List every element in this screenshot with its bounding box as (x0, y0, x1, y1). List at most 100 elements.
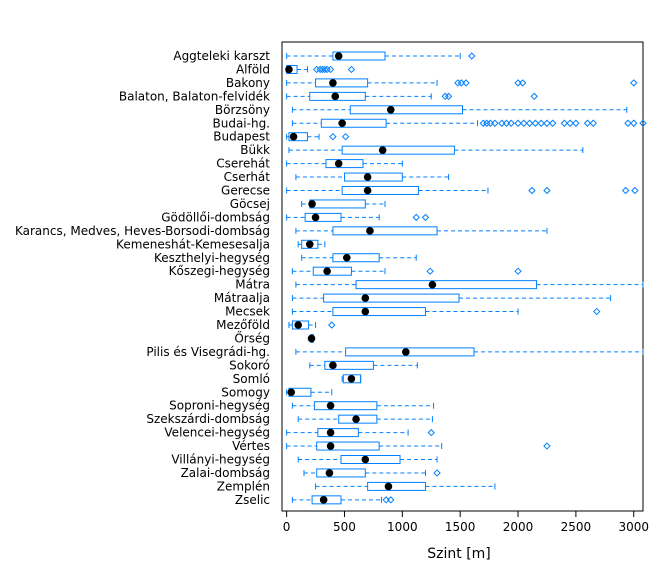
outlier-point (630, 79, 638, 87)
median-dot (305, 240, 314, 249)
iqr-box (301, 239, 319, 249)
category-label: Bakony (226, 76, 270, 90)
box-row: Somogy (221, 385, 333, 399)
outlier-point (421, 213, 430, 222)
category-label: Budapest (213, 130, 270, 144)
x-tick-label: 2500 (561, 520, 592, 534)
box-row: Cserhát (224, 170, 450, 184)
outlier-point (412, 213, 420, 222)
outlier-point (639, 119, 647, 127)
median-dot (326, 401, 335, 410)
iqr-box (324, 360, 374, 370)
box-row: Mátra (235, 278, 644, 292)
outlier-point (427, 428, 435, 437)
category-label: Soproni-hegység (169, 399, 270, 413)
median-dot (329, 361, 337, 370)
median-dot (363, 173, 372, 181)
box-row: Somló (233, 372, 362, 386)
category-label: Somogy (221, 385, 270, 399)
outlier-point (560, 119, 569, 127)
median-dot (325, 469, 334, 477)
outlier-point (321, 65, 329, 74)
iqr-box (340, 455, 401, 464)
outlier-point (329, 132, 337, 141)
category-label: Mátraalja (214, 291, 270, 305)
median-dot (384, 482, 393, 491)
outlier-point (593, 307, 601, 316)
median-dot (347, 375, 356, 383)
iqr-box (317, 428, 359, 438)
box-row: Aggteleki karszt (173, 49, 476, 63)
category-label: Mecsek (225, 305, 270, 319)
category-label: Cserhát (224, 170, 271, 184)
category-label: Velencei-hegység (164, 426, 270, 440)
outlier-point (518, 79, 527, 87)
x-tick-label: 3000 (618, 520, 649, 534)
outlier-point (530, 92, 538, 101)
box-row: Zalai-dombság (181, 466, 441, 480)
outlier-point (543, 442, 551, 450)
median-dot (402, 348, 410, 356)
iqr-box (311, 495, 342, 505)
median-dot (289, 132, 298, 141)
outlier-point (387, 496, 395, 504)
outlier-point (347, 65, 356, 74)
category-label: Vértes (232, 439, 270, 453)
box-row: Göcsej (230, 197, 386, 211)
median-dot (342, 253, 351, 262)
median-dot (331, 92, 340, 101)
iqr-box (341, 186, 420, 195)
iqr-box (342, 374, 362, 384)
outlier-point (328, 321, 336, 329)
iqr-box (313, 401, 378, 411)
category-label: Kőszegi-hegység (169, 264, 270, 278)
iqr-box (332, 253, 380, 263)
median-dot (361, 307, 370, 316)
median-dot (287, 388, 296, 397)
x-tick-label: 500 (333, 520, 356, 534)
iqr-box (332, 226, 438, 236)
category-label: Gerecse (221, 184, 270, 198)
median-dot (334, 159, 343, 168)
box-row: Villányi-hegység (171, 453, 438, 467)
median-dot (352, 415, 360, 423)
box-row: Cserehát (216, 157, 403, 171)
median-dot (307, 334, 316, 343)
category-label: Gödöllői-dombság (161, 210, 270, 224)
median-dot (329, 79, 337, 87)
box-row: Keszthelyi-hegység (154, 251, 417, 265)
category-label: Sokoró (229, 358, 270, 372)
median-dot (363, 186, 372, 195)
median-dot (311, 213, 320, 222)
iqr-box (288, 132, 308, 142)
outlier-point (468, 52, 476, 60)
iqr-box (355, 280, 538, 290)
box-row: Börzsöny (215, 103, 628, 117)
category-label: Zemplén (217, 479, 270, 493)
outlier-point (426, 267, 434, 275)
outlier-point (525, 119, 534, 127)
median-dot (334, 52, 343, 60)
iqr-box (316, 441, 380, 451)
category-label: Pilis és Visegrádi-hg. (146, 345, 270, 359)
category-label: Börzsöny (215, 103, 270, 117)
box-row: Sokoró (229, 358, 418, 372)
category-label: Budai-hg. (212, 116, 270, 130)
box-row: Velencei-hegység (164, 426, 435, 440)
box-row: Mecsek (225, 305, 601, 319)
box-row: Mezőföld (216, 318, 336, 332)
category-label: Zalai-dombság (181, 466, 270, 480)
iqr-box (341, 145, 455, 155)
category-label: Aggteleki karszt (173, 49, 270, 63)
iqr-box (315, 78, 369, 88)
outlier-point (630, 119, 638, 127)
box-row: Kőszegi-hegység (169, 264, 522, 278)
median-dot (361, 455, 370, 464)
outlier-point (543, 186, 551, 195)
box-row: Kemeneshát-Kemesesalja (116, 237, 326, 251)
iqr-box (345, 347, 475, 357)
iqr-box (325, 159, 364, 169)
category-label: Karancs, Medves, Heves-Borsodi-dombság (15, 224, 270, 238)
outlier-point (531, 119, 540, 127)
